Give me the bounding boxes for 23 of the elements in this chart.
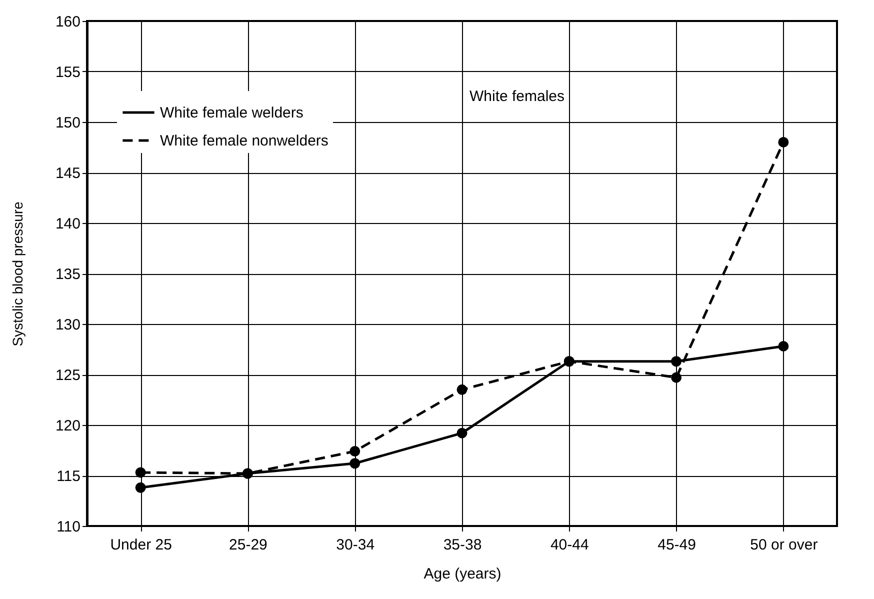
annotation: White females — [469, 88, 565, 105]
x-tick-label: 35-38 — [443, 536, 482, 554]
y-tick-label: 150 — [55, 114, 80, 132]
x-tick-label: 25-29 — [229, 536, 268, 554]
x-tick-label: 50 or over — [750, 536, 818, 554]
y-tick-label: 140 — [55, 216, 80, 232]
y-tick-label: 160 — [55, 14, 80, 30]
y-axis-title: Systolic blood pressure — [9, 201, 26, 346]
legend-label: White female nonwelders — [160, 132, 328, 150]
y-tick-label: 145 — [55, 165, 80, 182]
x-tick-label: 45-49 — [658, 536, 696, 554]
y-tick-label: 110 — [56, 518, 80, 536]
y-tick-label: 135 — [55, 266, 80, 283]
y-tick-label: 155 — [55, 64, 80, 81]
y-tick-label: 120 — [55, 418, 80, 434]
x-tick-label: 30-34 — [336, 536, 375, 554]
x-tick-label: Under 25 — [110, 536, 172, 554]
x-axis-title: Age (years) — [424, 566, 502, 582]
y-tick-label: 125 — [55, 367, 80, 384]
x-tick-label: 40-44 — [550, 536, 589, 554]
legend-label: White female welders — [160, 104, 304, 122]
y-tick-label: 130 — [55, 316, 80, 334]
y-tick-label: 115 — [56, 468, 80, 485]
